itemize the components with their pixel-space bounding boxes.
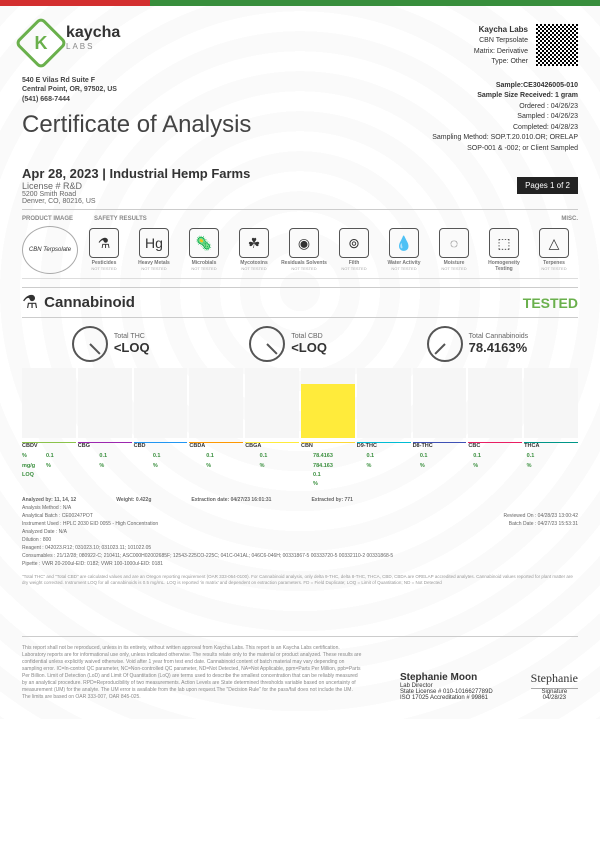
safety-item: 🦠MicrobialsNOT TESTED: [180, 228, 228, 272]
page-badge: Pages 1 of 2: [517, 177, 578, 194]
gauge-icon: [427, 326, 463, 362]
lab-info: Kaycha Labs CBN Terpsolate Matrix: Deriv…: [474, 24, 528, 68]
safety-icon: ⊚: [339, 228, 369, 258]
section-label: SAFETY RESULTS: [94, 216, 561, 222]
signer-name: Stephanie Moon: [400, 672, 493, 683]
product-image: CBN Terpsolate: [22, 226, 78, 274]
safety-item: ◌MoistureNOT TESTED: [430, 228, 478, 272]
safety-item: ⚗PesticidesNOT TESTED: [80, 228, 128, 272]
metadata: Analyzed by: 11, 14, 12 Weight: 0.422g E…: [22, 496, 578, 568]
disclaimer-top: "Total THC" and "Total CBD" are calculat…: [22, 574, 578, 587]
safety-item: △TerpenesNOT TESTED: [530, 228, 578, 272]
safety-icon: 🦠: [189, 228, 219, 258]
safety-icon: ☘: [239, 228, 269, 258]
cannabinoid-row: ⚗ Cannabinoid TESTED: [22, 287, 578, 318]
header: K kaycha LABS Kaycha Labs CBN Terpsolate…: [22, 24, 578, 68]
safety-icon: ⚗: [89, 228, 119, 258]
safety-icon: ◌: [439, 228, 469, 258]
safety-icon: ◉: [289, 228, 319, 258]
safety-item: ☘MycotoxinsNOT TESTED: [230, 228, 278, 272]
safety-item: ◉Residuals SolventsNOT TESTED: [280, 228, 328, 272]
gauge-icon: [72, 326, 108, 362]
safety-item: HgHeavy MetalsNOT TESTED: [130, 228, 178, 272]
gauge-row: Total THC<LOQ Total CBD<LOQ Total Cannab…: [22, 326, 578, 362]
disclaimer-footer: This report shall not be reproduced, unl…: [22, 645, 362, 701]
brand-name: kaycha: [66, 24, 120, 42]
flask-icon: ⚗: [22, 292, 38, 313]
chart-labels: CBDVCBGCBDCBDACBGACBND9-THCD8-THCCBCTHCA: [22, 442, 578, 449]
safety-row: CBN Terpsolate ⚗PesticidesNOT TESTEDHgHe…: [22, 222, 578, 279]
section-label: MISC.: [561, 216, 578, 222]
safety-icon: △: [539, 228, 569, 258]
cannabinoid-chart: [22, 368, 578, 438]
gauge-thc: Total THC<LOQ: [72, 326, 150, 362]
footer: This report shall not be reproduced, unl…: [22, 636, 578, 701]
safety-item: ⬚Homogeneity Testing: [480, 228, 528, 272]
safety-icon: ⬚: [489, 228, 519, 258]
logo-icon: K: [14, 16, 68, 70]
qr-code-icon: [536, 24, 578, 66]
logo: K kaycha LABS: [22, 24, 120, 68]
safety-icon: Hg: [139, 228, 169, 258]
gauge-icon: [249, 326, 285, 362]
gauge-total: Total Cannabinoids78.4163%: [427, 326, 529, 362]
section-label: PRODUCT IMAGE: [22, 216, 94, 222]
signature-icon: Stephanie: [531, 671, 578, 689]
safety-item: ⊚FilthNOT TESTED: [330, 228, 378, 272]
safety-icon: 💧: [389, 228, 419, 258]
tested-badge: TESTED: [523, 295, 578, 311]
brand-sub: LABS: [66, 42, 120, 51]
order-header: Apr 28, 2023 | Industrial Hemp Farms Lic…: [22, 166, 578, 210]
safety-item: 💧Water ActivityNOT TESTED: [380, 228, 428, 272]
results-table: % mg/g LOQ 0.1%0.1%0.1%0.1%0.1%78.416378…: [22, 452, 578, 489]
gauge-cbd: Total CBD<LOQ: [249, 326, 327, 362]
